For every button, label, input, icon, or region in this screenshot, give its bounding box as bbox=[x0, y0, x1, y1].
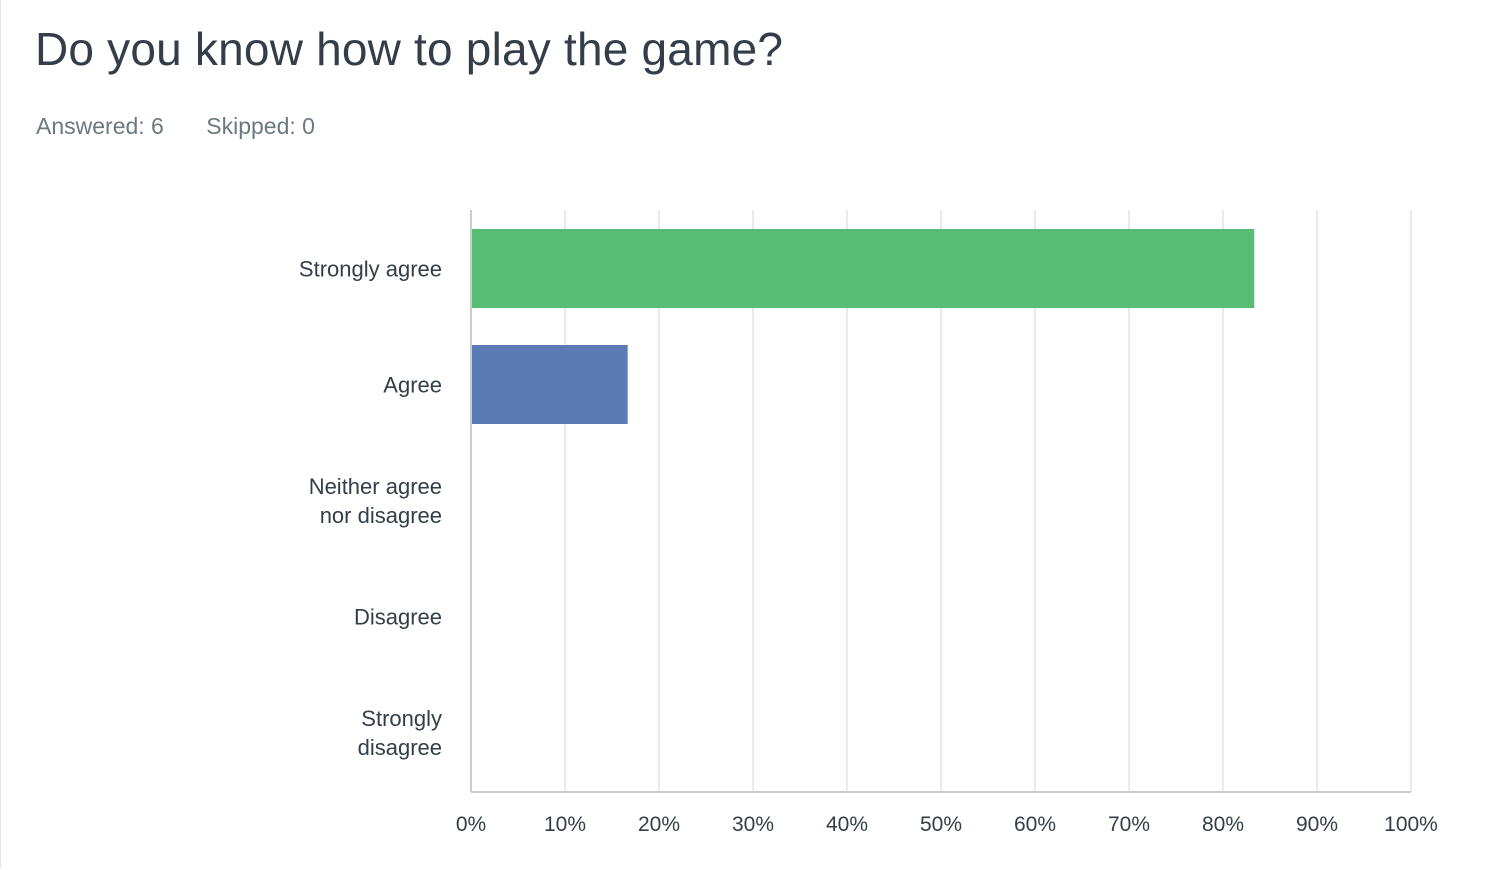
response-stats: Answered: 6 Skipped: 0 bbox=[36, 113, 315, 140]
category-label: Disagree bbox=[354, 605, 442, 630]
x-tick-label: 0% bbox=[456, 813, 486, 836]
x-tick-label: 20% bbox=[638, 813, 680, 836]
category-label: nor disagree bbox=[320, 503, 442, 528]
x-tick-label: 40% bbox=[826, 813, 868, 836]
x-tick-label: 90% bbox=[1296, 813, 1338, 836]
category-label: Strongly agree bbox=[299, 257, 442, 282]
x-tick-label: 10% bbox=[544, 813, 586, 836]
skipped-count: Skipped: 0 bbox=[206, 113, 315, 139]
x-tick-label: 80% bbox=[1202, 813, 1244, 836]
x-tick-label: 70% bbox=[1108, 813, 1150, 836]
x-tick-label: 30% bbox=[732, 813, 774, 836]
category-label: Agree bbox=[383, 373, 442, 398]
x-tick-label: 50% bbox=[920, 813, 962, 836]
bar bbox=[472, 345, 628, 424]
x-tick-label: 100% bbox=[1384, 813, 1438, 836]
category-label: Strongly bbox=[361, 706, 442, 731]
category-label: disagree bbox=[358, 735, 442, 760]
question-title: Do you know how to play the game? bbox=[35, 23, 784, 75]
answered-count: Answered: 6 bbox=[36, 113, 164, 139]
x-tick-label: 60% bbox=[1014, 813, 1056, 836]
category-label: Neither agree bbox=[309, 474, 442, 499]
bar bbox=[472, 229, 1255, 308]
